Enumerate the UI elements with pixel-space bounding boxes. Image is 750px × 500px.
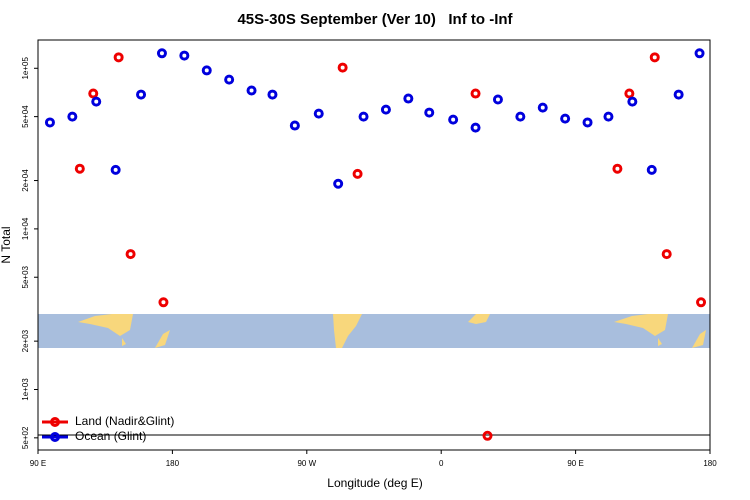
point	[470, 88, 481, 99]
point	[624, 88, 635, 99]
point	[470, 122, 481, 133]
y-tick-label: 1e+04	[21, 217, 30, 240]
plot-frame	[37, 39, 711, 451]
point	[113, 52, 124, 63]
x-tick-label: 0	[439, 459, 444, 468]
map-strip	[38, 314, 710, 348]
land	[78, 314, 133, 336]
point	[337, 62, 348, 73]
x-tick-label: 180	[703, 459, 717, 468]
y-tick-label: 5e+02	[21, 426, 30, 449]
point	[612, 163, 623, 174]
land	[333, 314, 362, 348]
point	[352, 168, 363, 179]
legend-label: Land (Nadir&Glint)	[75, 414, 174, 428]
y-tick-label: 2e+04	[21, 169, 30, 192]
point	[673, 89, 684, 100]
point	[537, 102, 548, 113]
land	[692, 330, 706, 348]
point	[696, 297, 707, 308]
point	[627, 96, 638, 107]
point	[582, 117, 593, 128]
point	[179, 50, 190, 61]
point	[267, 89, 278, 100]
point	[424, 107, 435, 118]
y-axis-label: N Total	[0, 226, 13, 263]
land	[614, 314, 668, 336]
point	[646, 164, 657, 175]
point	[358, 111, 369, 122]
legend-marker	[50, 432, 60, 442]
point	[88, 88, 99, 99]
point	[74, 163, 85, 174]
legend-label: Ocean (Glint)	[75, 429, 146, 443]
point	[246, 85, 257, 96]
chart-title: 45S-30S September (Ver 10) Inf to -Inf	[237, 11, 513, 28]
point	[158, 297, 169, 308]
y-tick-label: 5e+03	[21, 265, 30, 288]
land	[122, 338, 126, 346]
point	[125, 249, 136, 260]
point	[224, 74, 235, 85]
point	[289, 120, 300, 131]
point	[603, 111, 614, 122]
x-tick-label: 180	[166, 459, 180, 468]
point	[403, 93, 414, 104]
point	[380, 104, 391, 115]
point	[110, 164, 121, 175]
x-tick-label: 90 E	[567, 459, 583, 468]
land	[658, 338, 662, 346]
point	[694, 48, 705, 59]
point	[91, 96, 102, 107]
point	[201, 65, 212, 76]
x-tick-label: 90 E	[30, 459, 46, 468]
point	[661, 249, 672, 260]
point	[492, 94, 503, 105]
point	[448, 114, 459, 125]
land	[468, 314, 490, 324]
point	[44, 117, 55, 128]
y-tick-label: 5e+04	[21, 105, 30, 128]
x-axis-label: Longitude (deg E)	[327, 476, 422, 490]
point	[136, 89, 147, 100]
point	[333, 178, 344, 189]
x-tick-label: 90 W	[297, 459, 316, 468]
y-tick-label: 1e+03	[21, 378, 30, 401]
legend-marker	[50, 417, 60, 427]
land	[155, 330, 170, 348]
point	[313, 108, 324, 119]
point	[649, 52, 660, 63]
point	[482, 430, 493, 441]
y-tick-label: 1e+05	[21, 56, 30, 79]
y-tick-label: 2e+03	[21, 329, 30, 352]
ocean-band	[38, 314, 710, 348]
point	[156, 48, 167, 59]
point	[67, 111, 78, 122]
point	[560, 113, 571, 124]
point	[515, 111, 526, 122]
